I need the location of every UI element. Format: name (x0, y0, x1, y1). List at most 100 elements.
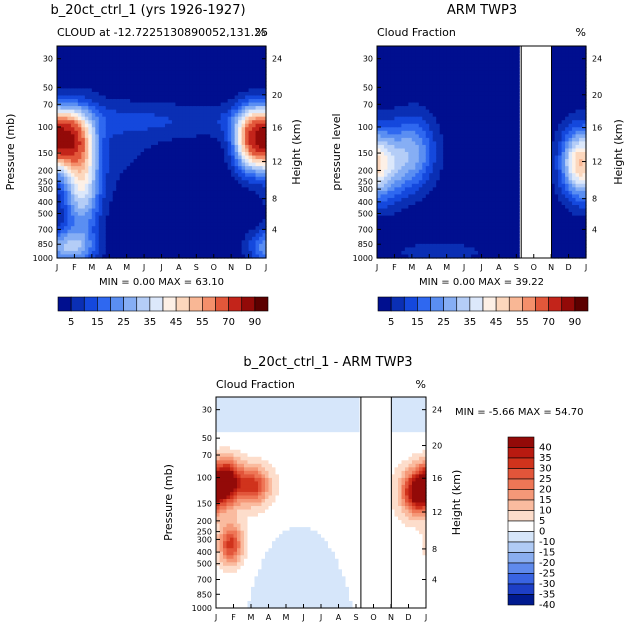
heatmap-cell (203, 123, 208, 128)
heatmap-cell (380, 77, 385, 82)
heatmap-cell (105, 102, 110, 107)
heatmap-cell (182, 137, 187, 142)
heatmap-cell (415, 229, 420, 234)
colorbar-swatch (83, 296, 98, 312)
heatmap-cell (133, 99, 138, 104)
heatmap-cell (231, 173, 236, 178)
heatmap-cell (259, 81, 264, 86)
heatmap-cell (91, 159, 96, 164)
heatmap-cell (81, 60, 86, 65)
heatmap-cell (178, 254, 183, 259)
heatmap-cell (140, 127, 145, 132)
heatmap-cell (98, 77, 103, 82)
heatmap-cell (422, 162, 427, 167)
heatmap-cell (259, 240, 264, 245)
heatmap-cell (196, 148, 201, 153)
heatmap-cell (133, 123, 138, 128)
heatmap-cell (168, 74, 173, 79)
heatmap-cell (383, 88, 389, 93)
heatmap-cell (418, 205, 423, 210)
heatmap-cell (57, 95, 62, 100)
heatmap-cell (102, 141, 107, 146)
heatmap-cell (234, 63, 239, 68)
heatmap-cell (432, 116, 437, 121)
heatmap-cell (67, 67, 72, 72)
heatmap-cell (210, 173, 215, 178)
heatmap-cell (432, 144, 437, 150)
heatmap-cell (164, 46, 170, 51)
heatmap-cell (112, 123, 117, 128)
heatmap-cell (199, 63, 204, 68)
heatmap-cell (144, 205, 149, 210)
heatmap-cell (425, 49, 430, 54)
heatmap-cell (63, 222, 69, 227)
heatmap-cell (227, 205, 232, 210)
heatmap-cell (154, 137, 159, 142)
heatmap-cell (401, 155, 406, 160)
heatmap-cell (126, 176, 131, 181)
heatmap-cell (137, 229, 142, 234)
heatmap-cell (147, 183, 152, 188)
heatmap-cell (88, 205, 93, 210)
heatmap-cell (161, 49, 166, 54)
heatmap-cell (126, 106, 131, 111)
heatmap-cell (171, 148, 177, 153)
heatmap-cell (151, 208, 156, 213)
heatmap-cell (394, 155, 399, 160)
heatmap-cell (88, 229, 93, 234)
heatmap-cell (446, 212, 451, 217)
heatmap-cell (98, 56, 103, 61)
heatmap-cell (126, 222, 131, 227)
heatmap-cell (102, 233, 107, 238)
heatmap-cell (196, 176, 201, 181)
heatmap-cell (112, 144, 117, 150)
heatmap-cell (380, 123, 385, 128)
heatmap-cell (206, 102, 211, 107)
heatmap-cell (123, 219, 128, 224)
heatmap-cell (248, 102, 253, 107)
heatmap-cell (377, 208, 382, 213)
heatmap-cell (116, 173, 121, 178)
heatmap-cell (422, 102, 427, 107)
heatmap-cell (394, 141, 399, 146)
heatmap-cell (418, 77, 423, 82)
heatmap-cell (63, 212, 69, 217)
heatmap-cell (144, 173, 149, 178)
heatmap-cell (429, 176, 434, 181)
heatmap-cell (245, 70, 250, 75)
heatmap-cell (70, 120, 76, 125)
heatmap-cell (408, 222, 413, 227)
heatmap-cell (429, 134, 434, 139)
heatmap-cell (450, 180, 455, 185)
heatmap-cell (88, 53, 93, 58)
heatmap-cell (161, 152, 166, 157)
heatmap-cell (164, 236, 170, 241)
heatmap-cell (238, 219, 243, 224)
heatmap-cell (81, 155, 86, 160)
heatmap-cell (98, 173, 103, 178)
heatmap-cell (213, 226, 218, 231)
heatmap-cell (217, 123, 222, 128)
heatmap-cell (168, 49, 173, 54)
heatmap-cell (404, 77, 409, 82)
heatmap-cell (168, 81, 173, 86)
heatmap-cell (217, 233, 222, 238)
heatmap-cell (443, 250, 448, 256)
heatmap-cell (450, 67, 455, 72)
heatmap-cell (397, 180, 402, 185)
heatmap-cell (95, 166, 100, 171)
heatmap-cell (158, 250, 163, 256)
heatmap-cell (401, 127, 406, 132)
heatmap-cell (241, 187, 246, 192)
heatmap-cell (60, 77, 65, 82)
heatmap-cell (387, 176, 392, 181)
heatmap-cell (144, 116, 149, 121)
heatmap-cell (158, 106, 163, 111)
heatmap-cell (192, 53, 197, 58)
heatmap-cell (203, 91, 208, 97)
heatmap-cell (147, 197, 152, 203)
heatmap-cell (192, 226, 197, 231)
heatmap-cell (126, 91, 131, 97)
heatmap-cell (67, 63, 72, 68)
heatmap-cell (161, 77, 166, 82)
